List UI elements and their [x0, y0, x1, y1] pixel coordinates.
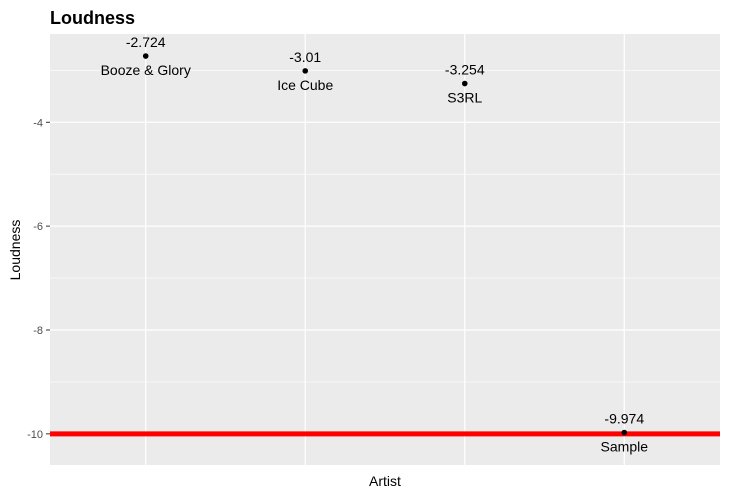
y-axis: -4 -6 -8 -10: [27, 117, 50, 441]
point-value-label: -3.01: [289, 49, 321, 65]
point-artist-label: Sample: [601, 438, 649, 454]
y-tick-label: -10: [27, 429, 43, 441]
grid-layer: [50, 34, 720, 465]
chart-title: Loudness: [50, 8, 135, 28]
y-axis-title: Loudness: [7, 220, 23, 281]
y-tick-label: -8: [33, 325, 43, 337]
point-value-label: -9.974: [604, 410, 644, 426]
point-value-label: -2.724: [126, 34, 166, 50]
point-labels-layer: -2.724 Booze & Glory -3.01 Ice Cube -3.254 S3…: [101, 34, 649, 454]
y-tick-label: -4: [33, 117, 43, 129]
point-artist-label: Ice Cube: [277, 77, 333, 93]
y-tick-label: -6: [33, 221, 43, 233]
x-axis-title: Artist: [369, 473, 401, 489]
data-point: [142, 53, 149, 59]
point-value-label: -3.254: [445, 62, 485, 78]
point-artist-label: Booze & Glory: [101, 62, 191, 78]
data-point: [302, 68, 309, 74]
data-point: [621, 429, 628, 436]
plot-panel: [50, 34, 720, 465]
points-layer: [142, 53, 628, 436]
point-artist-label: S3RL: [447, 90, 482, 106]
data-point: [461, 80, 468, 87]
